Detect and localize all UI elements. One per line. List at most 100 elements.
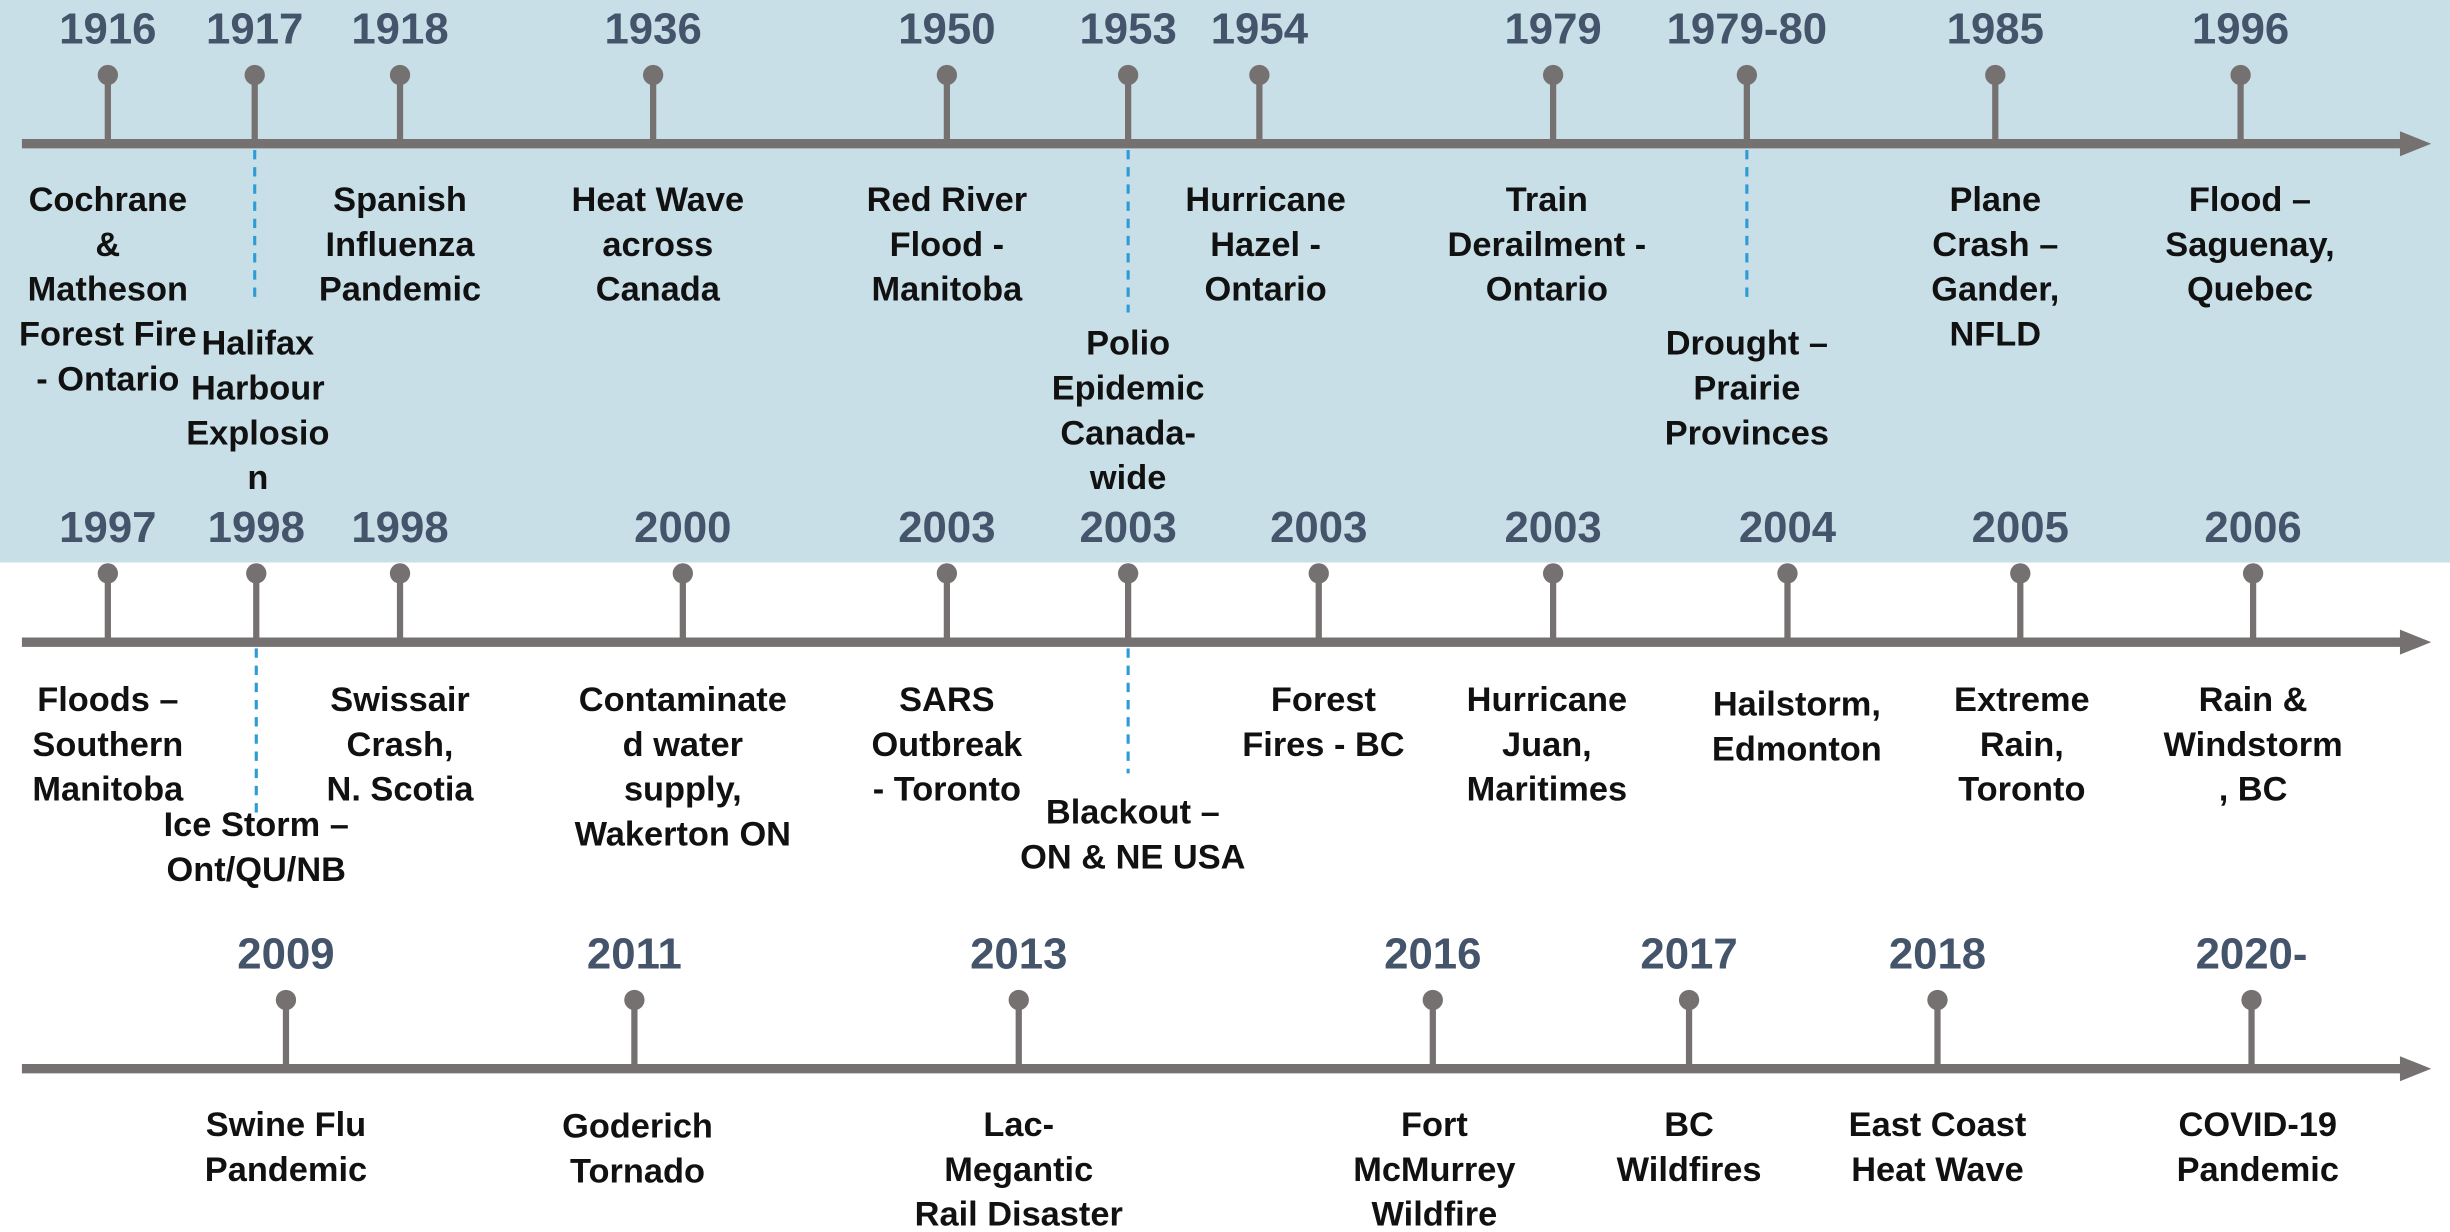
label-line: & [95,226,120,264]
label-line: BC [1664,1106,1714,1144]
event-year: 1918 [351,5,448,54]
label-line: Forest [1271,681,1377,719]
event-year: 2003 [1270,503,1367,552]
event-label: Goderich Tornado [562,1107,713,1190]
label-line: Influenza [326,226,476,264]
label-line: Plane [1949,181,2041,219]
pin-head [2241,989,2262,1011]
event-year: 2003 [1504,503,1601,552]
event-label: Hurricane Hazel - Ontario [1185,181,1345,309]
label-line: Hurricane [1467,681,1627,719]
pin-head [1422,989,1443,1011]
pin-head [1542,563,1564,584]
label-line: Edmonton [1712,730,1882,768]
label-line: Forest Fire [19,315,197,353]
event-label: BC Wildfires [1617,1106,1762,1189]
pin-head [97,64,118,86]
label-line: Matheson [28,271,188,309]
pin-head [642,64,664,86]
event-year: 2017 [1640,930,1737,979]
label-line: Crash, [347,726,454,764]
event-year: 1985 [1947,5,2044,54]
label-line: N. Scotia [327,771,475,809]
event-year: 2000 [634,503,731,552]
event-year: 2003 [1079,503,1176,552]
pin-head [389,563,411,584]
event-label: Plane Crash – Gander, NFLD [1931,181,2059,354]
label-line: Canada [596,271,721,309]
label-line: Pandemic [205,1151,367,1189]
event-label: Spanish Influenza Pandemic [319,181,481,309]
label-line: Swissair [330,681,469,719]
label-line: - Ontario [36,360,179,398]
event-label: Blackout – ON & NE USA [1020,793,1245,876]
arrowhead [2399,1056,2432,1082]
label-line: Spanish [333,181,467,219]
event-year: 1997 [59,503,156,552]
label-line: Prairie [1693,370,1800,408]
event-label: Drought – Prairie Provinces [1665,325,1829,453]
label-line: Blackout – [1046,793,1220,831]
label-line: Pandemic [2177,1151,2339,1189]
label-line: , BC [2219,771,2288,809]
label-line: Contaminate [579,681,787,719]
event-label: Polio Epidemic Canada-wide [1052,325,1205,498]
label-line: Megantic [944,1151,1093,1189]
label-line: Floods – [37,681,178,719]
event-year: 2011 [587,930,682,979]
label-line: Epidemic [1052,370,1205,408]
pin-head [2230,64,2251,86]
label-line: Hailstorm, [1713,686,1881,724]
label-line: ON & NE USA [1020,838,1245,876]
event-label: Lac- Megantic Rail Disaster [915,1106,1123,1232]
label-line: Explosio [186,414,329,452]
label-line: Toronto [1958,771,2085,809]
pin-head [936,64,958,86]
label-line: Goderich [562,1107,713,1145]
label-line: East Coast [1849,1106,2027,1144]
label-line: Crash – [1932,226,2058,264]
event-year: 2020- [2196,930,2308,979]
label-line: - Toronto [873,771,1021,809]
label-line: Pandemic [319,271,481,309]
event-year: 2016 [1384,930,1481,979]
event-label: SARS Outbreak - Toronto [871,681,1023,809]
pin-head [389,64,411,86]
label-line: Saguenay, [2165,226,2334,264]
label-line: Drought – [1666,325,1828,363]
event-label: East Coast Heat Wave [1849,1106,2027,1189]
event-label: Floods – Southern Manitoba [32,681,184,809]
event-label: Forest Fires - BC [1242,681,1404,764]
label-line: Extreme [1954,681,2090,719]
pin-head [1249,64,1270,86]
label-line: Heat Wave [1851,1151,2024,1189]
event-label: Hurricane Juan, Maritimes [1467,681,1627,809]
event-label: Train Derailment - Ontario [1448,181,1647,309]
event-year: 1916 [59,5,156,54]
label-line: Ontario [1205,271,1327,309]
event-label: Extreme Rain, Toronto [1954,681,2090,809]
label-line: Harbour [191,370,325,408]
label-line: Maritimes [1467,771,1627,809]
label-line: Manitoba [32,771,184,809]
event-year: 2013 [970,930,1067,979]
event-label: COVID-19 Pandemic [2177,1106,2339,1189]
event-year: 1950 [898,5,995,54]
pin-head [672,563,693,584]
event-label: Halifax Harbour Explosio n [186,325,329,498]
label-line: Ice Storm – [164,806,349,844]
label-line: NFLD [1949,315,2041,353]
label-line: SARS [899,681,994,719]
pin-head [244,64,265,86]
label-line: n [247,459,268,497]
label-line: Ont/QU/NB [167,851,346,889]
event-label: Cochrane & Matheson Forest Fire - Ontario [19,181,197,398]
label-line: Polio [1086,325,1170,363]
pin-head [1736,64,1758,86]
event-year: 1917 [206,5,303,54]
label-line: Wakerton ON [575,815,791,853]
event-year: 1954 [1211,5,1309,54]
label-line: McMurrey [1353,1151,1515,1189]
event-year: 1998 [208,503,305,552]
